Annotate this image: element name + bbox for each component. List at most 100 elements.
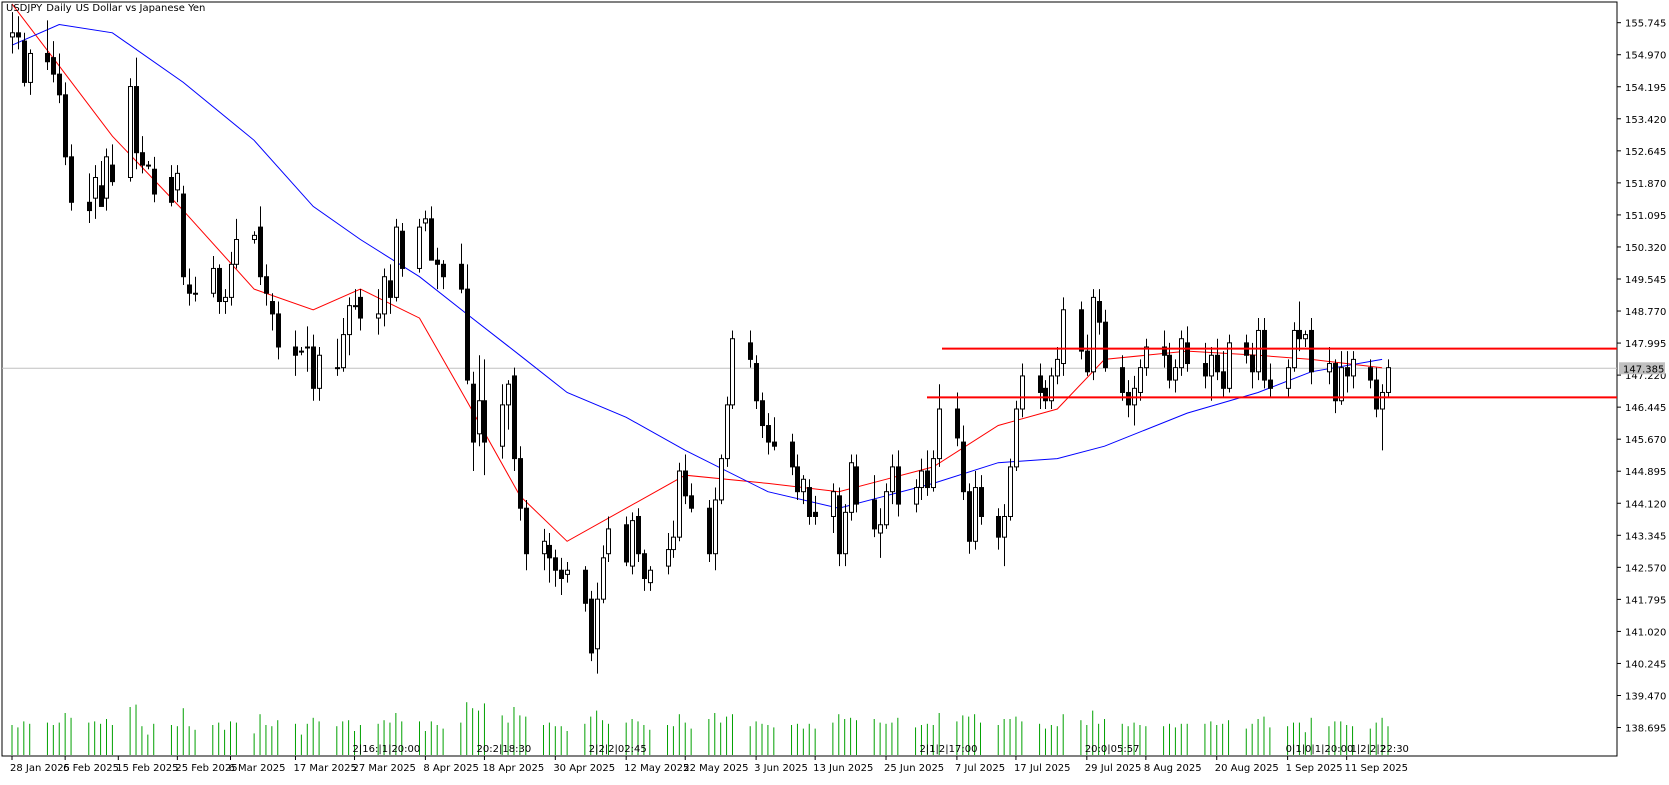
candle-body — [152, 168, 157, 195]
axes-layer — [1, 1, 1618, 757]
candle-body — [435, 259, 440, 265]
x-tick-label: 29 Jul 2025 — [1085, 763, 1142, 774]
plot-frame — [1, 1, 1618, 757]
candle-body — [229, 263, 234, 298]
candle — [293, 330, 298, 376]
candle-body — [234, 239, 239, 265]
candle-body — [193, 292, 198, 295]
candle-body — [547, 544, 552, 559]
candle-body — [1043, 387, 1048, 402]
candle — [223, 289, 228, 314]
candle-body — [1374, 379, 1379, 410]
candle-body — [565, 569, 570, 575]
x-tick-label: 1 Sep 2025 — [1286, 763, 1343, 774]
candle — [565, 561, 570, 583]
candle-body — [1049, 375, 1054, 402]
candle — [601, 545, 606, 604]
candle — [837, 487, 842, 567]
y-tick-label: 152.645 — [1625, 147, 1666, 158]
candle-body — [1327, 363, 1332, 373]
candle — [831, 483, 836, 534]
candle — [589, 590, 594, 662]
x-tick-label: 3 Jun 2025 — [754, 763, 808, 774]
candle-body — [1126, 391, 1131, 406]
candle — [423, 210, 428, 232]
candle-body — [542, 540, 547, 555]
candle-body — [801, 478, 806, 493]
candle — [1144, 338, 1149, 376]
candle — [624, 516, 629, 567]
candle-body — [353, 305, 358, 308]
candle — [872, 475, 877, 538]
candle-body — [1297, 329, 1302, 340]
candle-body — [341, 334, 346, 369]
candle-body — [854, 466, 859, 505]
candle-body — [553, 557, 558, 571]
candle — [1209, 346, 1214, 401]
candle-body — [595, 598, 600, 650]
candle-body — [104, 156, 109, 199]
candle — [760, 392, 765, 438]
candle-body — [376, 313, 381, 319]
candle-body — [1167, 354, 1172, 381]
candle — [524, 499, 529, 571]
x-tick-label: 22 May 2025 — [683, 763, 748, 774]
candle-body — [624, 524, 629, 563]
candle-body — [518, 458, 523, 509]
y-tick-label: 150.320 — [1625, 243, 1666, 254]
candle-body — [831, 491, 836, 517]
candle — [1268, 363, 1273, 397]
candle-body — [937, 408, 942, 460]
candle-body — [914, 487, 919, 505]
candle — [772, 417, 777, 451]
candle-body — [730, 338, 735, 406]
candle — [849, 454, 854, 521]
y-tick-label: 141.795 — [1625, 595, 1666, 606]
x-tick-label: 8 Aug 2025 — [1144, 763, 1202, 774]
candle — [1020, 363, 1025, 418]
candle-body — [772, 441, 777, 447]
candle — [1138, 359, 1143, 401]
candle-body — [748, 342, 753, 360]
candle-body — [10, 32, 15, 38]
candle-body — [725, 404, 730, 460]
candle-body — [843, 511, 848, 555]
candle-body — [973, 487, 978, 542]
candle — [465, 264, 470, 385]
y-tick-label: 148.770 — [1625, 307, 1666, 318]
candle-body — [270, 301, 275, 315]
candle — [689, 483, 694, 513]
candle — [1345, 351, 1350, 393]
candle — [1386, 359, 1391, 397]
candle-body — [1351, 358, 1356, 377]
y-tick-label: 142.570 — [1625, 563, 1666, 574]
candle — [22, 32, 27, 87]
event-label: 2|2|2|02:45 — [589, 744, 647, 755]
x-tick-label: 25 Jun 2025 — [884, 763, 944, 774]
candle-body — [28, 52, 33, 83]
instrument-description: US Dollar vs Japanese Yen — [75, 3, 206, 14]
candle-body — [335, 367, 340, 370]
candle — [441, 260, 446, 290]
horizontal-levels[interactable] — [927, 347, 1617, 399]
candle-body — [388, 280, 393, 298]
candle-body — [666, 549, 671, 567]
candle-body — [317, 354, 322, 389]
candle-body — [754, 363, 759, 402]
candle-body — [795, 466, 800, 493]
candle — [1173, 359, 1178, 393]
candle-body — [110, 164, 115, 183]
y-tick-label: 151.095 — [1625, 211, 1666, 222]
candle-body — [955, 408, 960, 439]
candle-body — [1339, 367, 1344, 402]
candle — [1227, 334, 1232, 393]
candle-body — [134, 86, 139, 154]
x-tick-label: 13 Jun 2025 — [813, 763, 873, 774]
candle-body — [506, 383, 511, 406]
candle-body — [524, 507, 529, 555]
candle-body — [1144, 346, 1149, 369]
candle — [931, 450, 936, 492]
candle — [1221, 351, 1226, 397]
